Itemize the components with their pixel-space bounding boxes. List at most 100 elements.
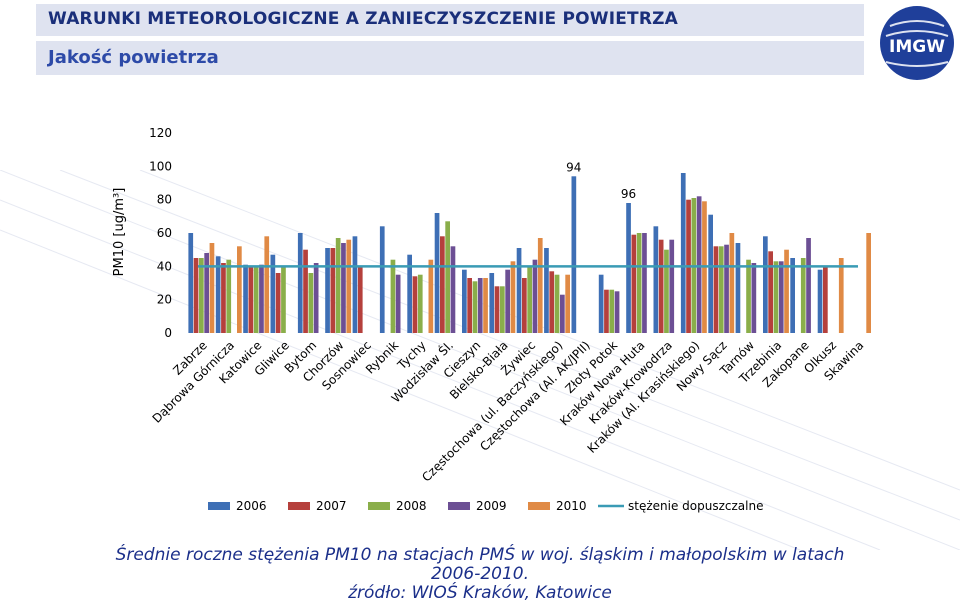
bar-2009 [395,274,401,333]
bar-2008 [527,266,532,333]
bar-2007 [522,278,527,333]
page-subtitle: Jakość powietrza [48,47,219,68]
bar-2006 [516,248,522,333]
caption-line-2: 2006-2010. [430,564,530,584]
bar-2007 [357,266,363,333]
bar-2006 [462,269,467,333]
bar-2008 [472,281,478,333]
bar-2009 [313,263,319,333]
bar-2009 [450,246,456,333]
bar-2007 [604,289,609,333]
bar-2008 [226,259,232,333]
bar-2006 [434,213,440,333]
header-subtitle-bar: Jakość powietrza [36,41,864,75]
bar-2007 [713,246,719,333]
y-tick-label: 20 [157,293,172,307]
bar-2009 [642,233,647,333]
caption-line-1: Średnie roczne stężenia PM10 na stacjach… [115,545,845,565]
bar-2008 [636,233,642,333]
bar-2007 [303,249,308,333]
bar-2007 [193,258,199,333]
y-tick-label: 80 [157,193,172,207]
caption-line-3: źródło: WIOŚ Kraków, Katowice [348,583,612,603]
bar-2008 [664,249,669,333]
bar-2008 [445,221,450,333]
bar-2009 [751,263,757,333]
legend-label-2010: 2010 [556,499,587,513]
bar-2006 [379,226,385,333]
bar-2010 [346,239,352,333]
bar-2010 [264,236,270,333]
bar-2009 [614,291,620,333]
bar-2006 [325,248,330,333]
bar-2007 [330,248,336,333]
bar-2009 [341,243,346,333]
bar-2006 [763,236,768,333]
legend-label-2009: 2009 [476,499,507,513]
bar-2008 [609,289,615,333]
bar-2006 [680,173,686,333]
figure-caption: Średnie roczne stężenia PM10 na stacjach… [0,546,960,603]
bar-2006 [598,274,604,333]
bar-2006 [626,203,631,333]
bar-2008 [335,238,341,333]
bar-2008 [746,259,751,333]
bar-2006 [352,236,358,333]
bar-2008 [773,261,779,333]
bar-2010 [209,243,215,333]
bar-2008 [718,246,724,333]
legend-label-2008: 2008 [396,499,427,513]
bar-2007 [221,263,226,333]
y-tick-label: 0 [164,326,172,340]
bar-2006 [215,256,221,333]
bar-2007 [823,266,828,333]
bar-2007 [494,286,500,333]
y-tick-label: 120 [149,126,172,140]
bar-2009 [778,261,784,333]
bar-2007 [248,266,254,333]
bar-2006 [735,243,741,333]
bar-2009 [724,244,729,333]
legend-swatch-2009 [448,502,470,510]
header-title-bar: WARUNKI METEOROLOGICZNE A ZANIECZYSZCZEN… [36,4,864,36]
data-label: 94 [566,160,581,174]
bar-2006 [188,233,194,333]
imgw-logo: IMGW [880,6,954,80]
legend-label-2007: 2007 [316,499,347,513]
bar-2009 [532,259,538,333]
bar-2010 [537,238,543,333]
y-tick-label: 100 [149,159,172,173]
bar-2006 [489,273,495,333]
bar-2009 [204,253,209,333]
bar-2007 [467,278,472,333]
bar-2006 [817,269,823,333]
bar-2006 [708,214,713,333]
legend-swatch-2010 [528,502,550,510]
bar-2009 [477,278,483,333]
logo-text: IMGW [889,37,945,57]
legend-label-limit: stężenie dopuszczalne [628,499,763,513]
bar-2008 [500,286,505,333]
bar-2007 [440,236,445,333]
data-label: 96 [621,187,636,201]
bar-2010 [483,278,488,333]
page-title: WARUNKI METEOROLOGICZNE A ZANIECZYSZCZEN… [48,9,679,29]
bar-2006 [270,254,276,333]
bar-2006 [243,264,248,333]
bar-2009 [669,239,675,333]
bar-2006 [407,254,412,333]
bar-2010 [838,258,844,333]
bar-2009 [560,294,565,333]
bar-2007 [658,239,664,333]
bar-2007 [549,271,555,333]
bar-2006 [653,226,659,333]
bar-2006 [297,233,303,333]
bar-2008 [253,266,259,333]
legend-swatch-2008 [368,502,390,510]
bar-2008 [554,274,560,333]
y-tick-label: 40 [157,259,172,273]
y-tick-label: 60 [157,226,172,240]
bar-2010 [237,246,242,333]
legend-swatch-2006 [208,502,230,510]
